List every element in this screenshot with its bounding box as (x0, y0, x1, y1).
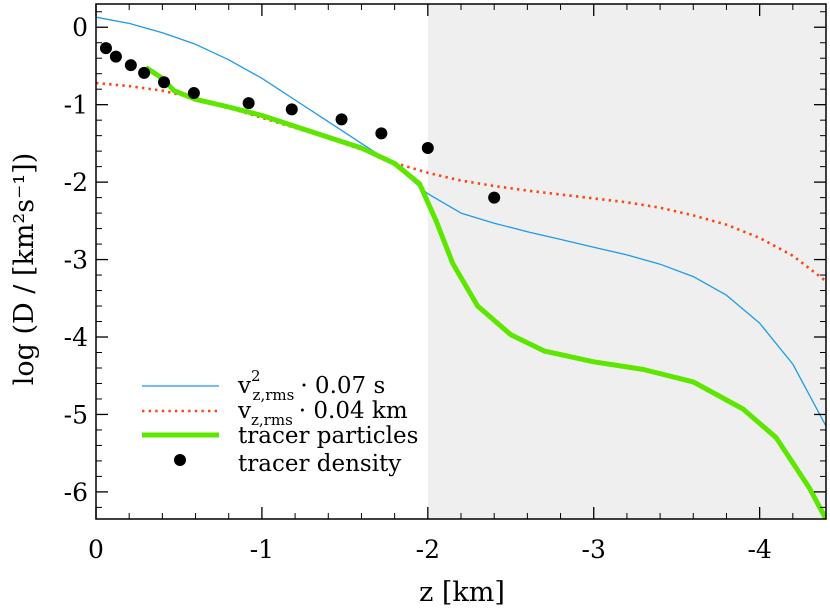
series-line-v2-zrms (96, 16, 826, 427)
y-tick-label: 0 (72, 13, 88, 42)
tracer-density-point (421, 142, 434, 155)
x-tick-label: 0 (88, 535, 104, 564)
x-tick-label: -1 (250, 535, 274, 564)
tracer-density-point (99, 42, 112, 55)
y-tick-label: -6 (64, 478, 88, 507)
tracer-density-point (138, 66, 151, 79)
legend-label: vz,rms · 0.04 km (237, 398, 408, 429)
y-tick-label: -3 (64, 246, 88, 275)
y-axis-title: log (D / [km²s⁻¹]) (9, 153, 40, 386)
tracer-density-point (242, 97, 255, 110)
tracer-density-point (488, 191, 501, 204)
x-tick-label: -2 (416, 535, 440, 564)
series-line-tracer-particles (144, 65, 826, 519)
x-tick-label: -3 (582, 535, 606, 564)
legend-label: tracer density (238, 451, 401, 477)
tracer-density-point (124, 59, 137, 72)
tracer-density-point (158, 76, 171, 89)
tracer-density-point (109, 50, 122, 63)
series-layer (96, 16, 826, 519)
y-tick-label: -4 (64, 323, 88, 352)
x-tick-label: -4 (747, 535, 771, 564)
legend-swatch-tracer-density (174, 454, 186, 466)
tracer-density-point (335, 113, 348, 126)
series-group (96, 16, 826, 519)
ticks-layer: 0 -1 -2 -3 -4 0 -1 -2 -3 -4 -5 -6 (64, 4, 826, 564)
tracer-density-point (187, 87, 200, 100)
tracer-density-point (285, 103, 298, 116)
y-tick-label: -1 (64, 91, 88, 120)
plot-shaded-region (427, 4, 826, 519)
tracer-density-point (375, 127, 388, 140)
y-tick-label: -2 (64, 168, 88, 197)
legend-label: tracer particles (238, 423, 418, 449)
x-axis-title: z [km] (419, 577, 505, 608)
legend-label: v2 z,rms · 0.07 s (237, 367, 385, 404)
y-tick-label: -5 (64, 400, 88, 429)
